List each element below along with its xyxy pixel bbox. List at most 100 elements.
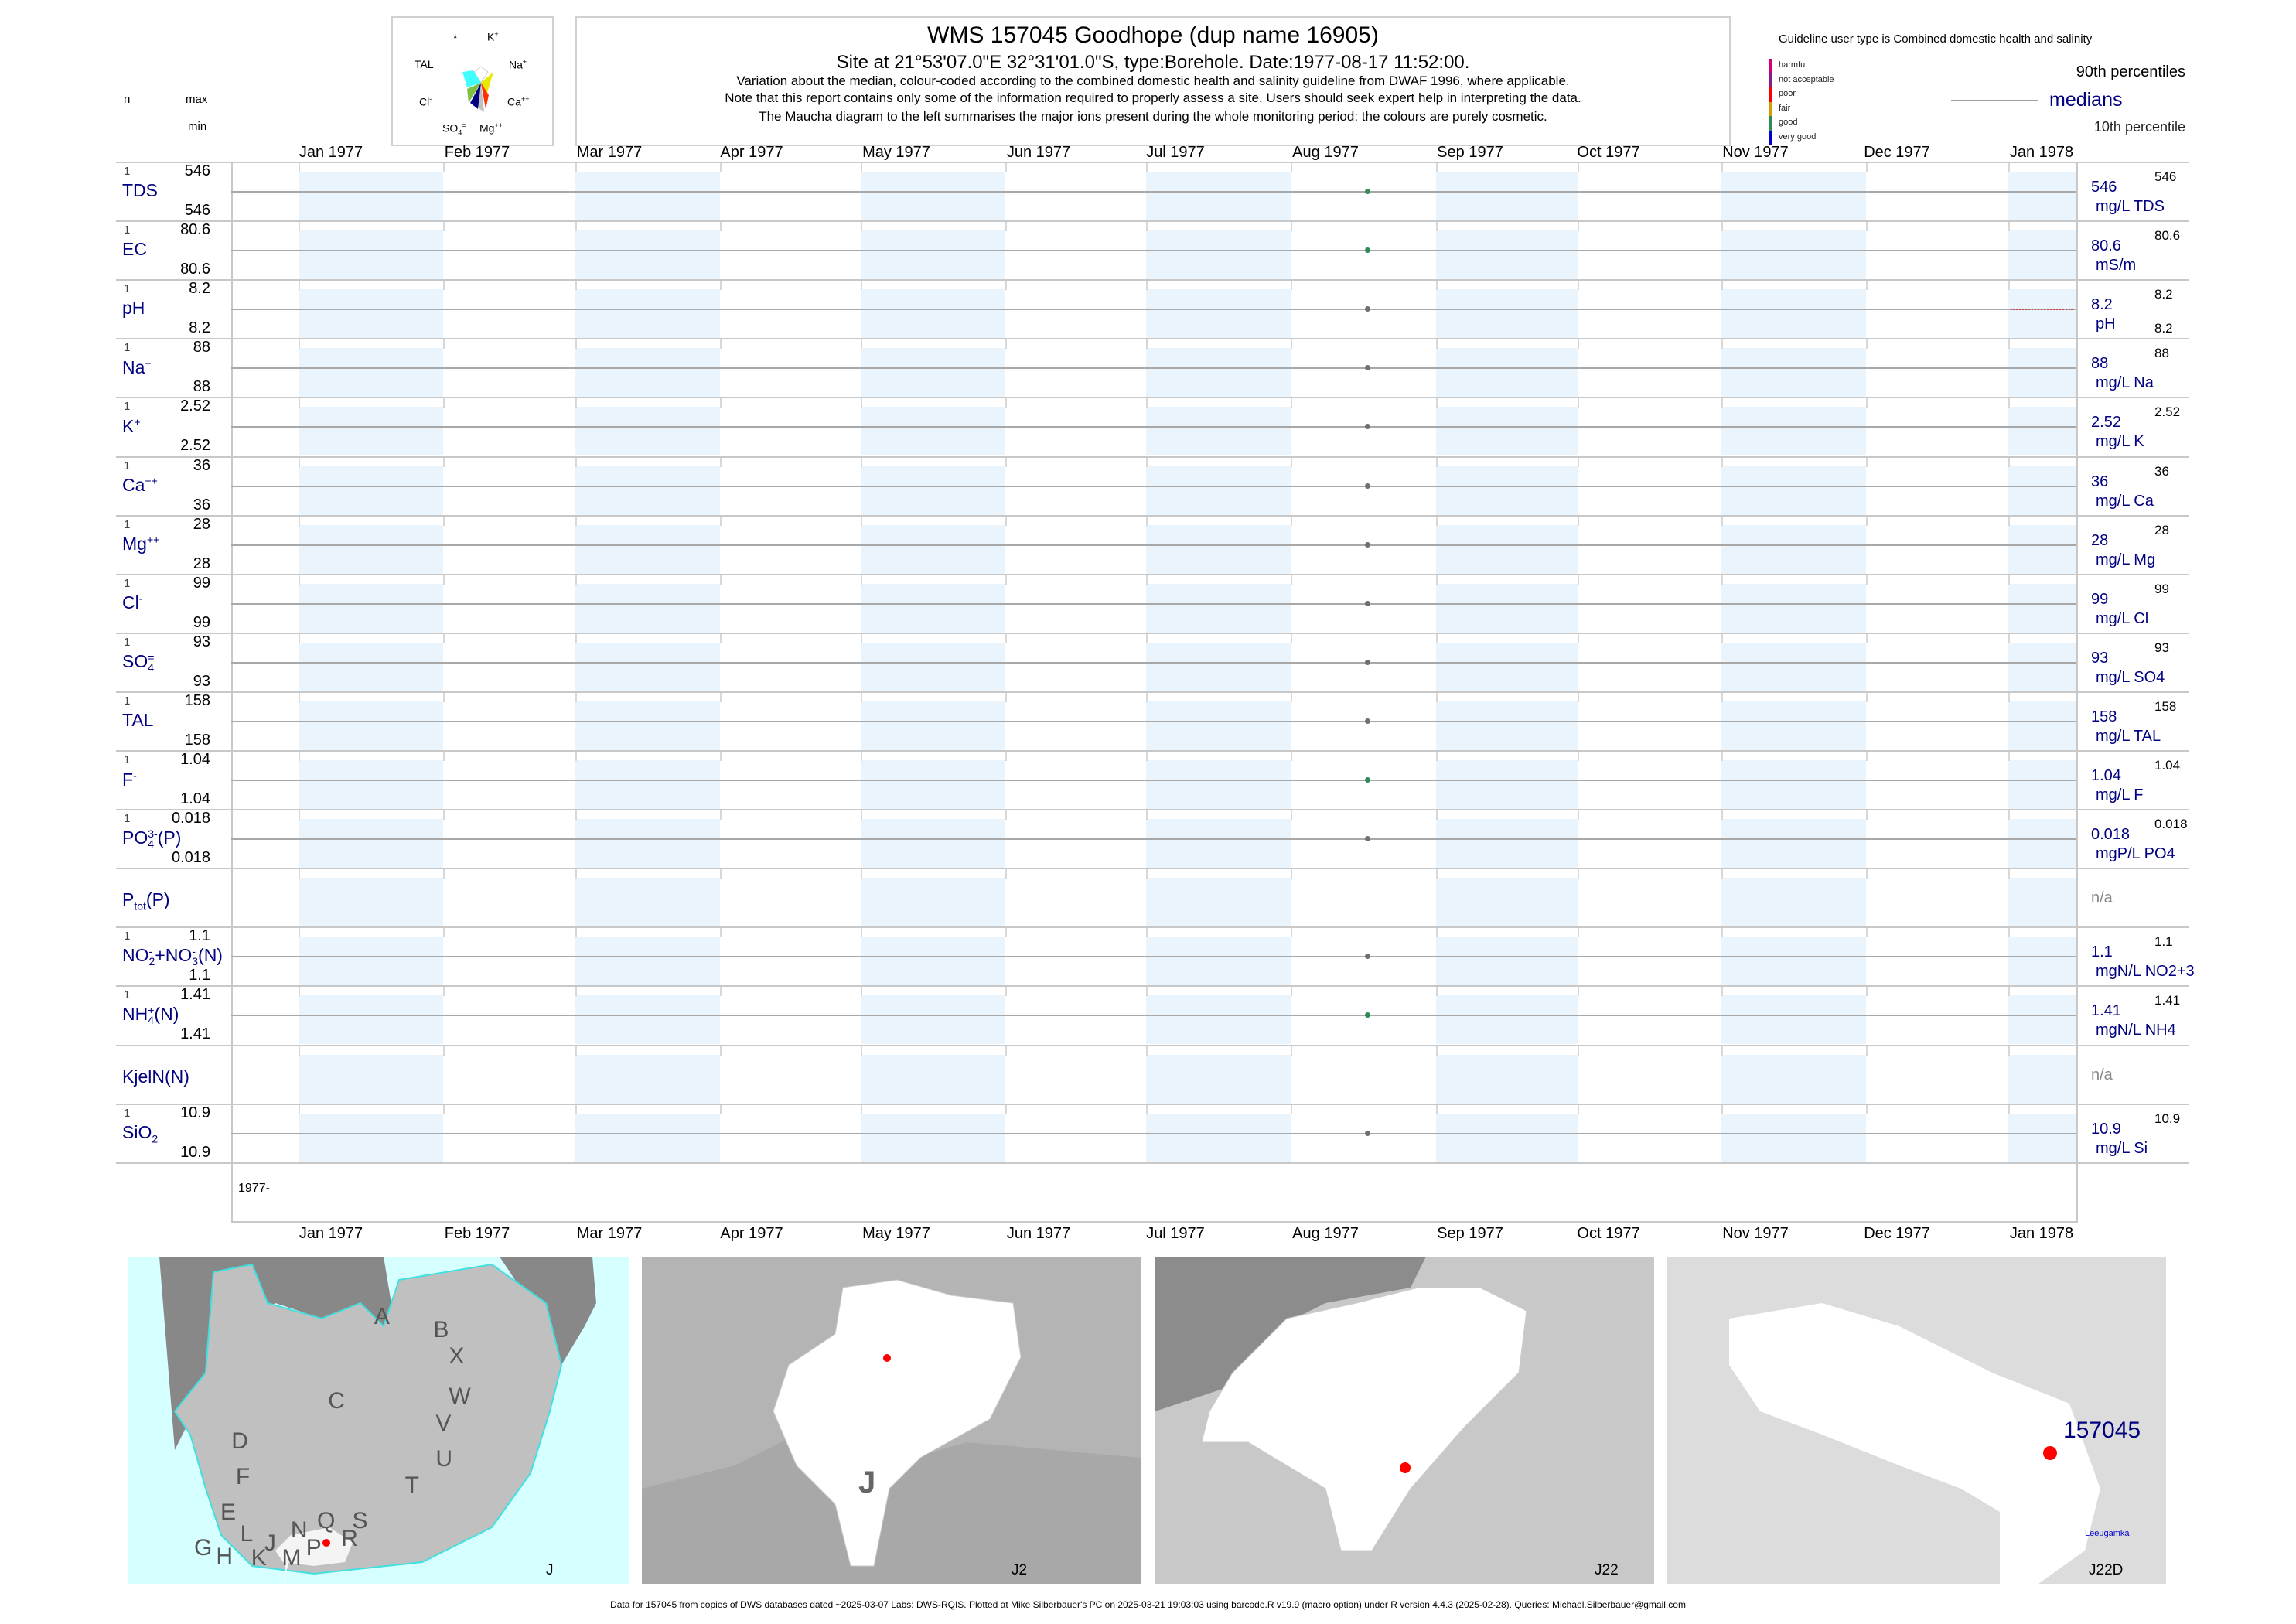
label-sub: 4 (148, 838, 155, 851)
month-tick (1436, 1046, 1438, 1056)
month-tick (1866, 752, 1868, 761)
month-tick (2008, 516, 2010, 526)
data-point[interactable] (1365, 1012, 1370, 1018)
data-point[interactable] (1365, 1130, 1370, 1136)
month-tick (443, 1046, 445, 1056)
month-tick (1291, 987, 1292, 997)
month-tick (575, 281, 577, 291)
month-tick (299, 398, 300, 408)
data-point[interactable] (1365, 189, 1370, 194)
label-subsup: -2 (149, 946, 155, 967)
note-expert: Note that this report contains only some… (725, 90, 1581, 105)
p90-value: 10.9 (2154, 1111, 2181, 1126)
parameter-row (116, 279, 2189, 339)
month-band (1436, 524, 1578, 574)
month-tick (1866, 810, 1868, 821)
data-point[interactable] (1365, 247, 1370, 254)
parameter-label: SiO2 (122, 1122, 158, 1145)
month-tick (1005, 633, 1007, 643)
axis-year-label: 1977- (238, 1182, 270, 1195)
month-tick (2008, 692, 2010, 702)
month-band (2008, 642, 2076, 691)
data-point[interactable] (1365, 541, 1370, 548)
month-band (299, 466, 443, 515)
data-point[interactable] (1365, 954, 1370, 960)
month-tick (1146, 1104, 1148, 1114)
month-band (1436, 760, 1578, 810)
median-line (231, 250, 2076, 252)
data-point[interactable] (1365, 483, 1370, 489)
month-tick (1721, 869, 1723, 879)
month-band (299, 1054, 443, 1104)
month-band (1436, 642, 1578, 691)
month-band (2008, 1054, 2076, 1104)
site-marker (1400, 1462, 1411, 1473)
month-tick (443, 869, 445, 879)
data-point[interactable] (1365, 659, 1370, 665)
month-band (575, 642, 720, 691)
month-band (1146, 172, 1291, 221)
data-point[interactable] (1365, 600, 1370, 606)
month-tick (1721, 692, 1723, 702)
month-tick (1005, 987, 1007, 997)
data-point[interactable] (1365, 777, 1370, 783)
month-band (1146, 701, 1291, 750)
month-tick (1721, 810, 1723, 821)
month-tick (1291, 633, 1292, 643)
axis-month-top: Sep 1977 (1437, 144, 1503, 161)
parameter-label: TDS (122, 180, 158, 201)
month-band (299, 760, 443, 810)
maucha-label-mg: Mg++ (479, 121, 503, 135)
region-label: T (404, 1472, 419, 1498)
month-tick (720, 1104, 722, 1114)
median-line (231, 661, 2076, 664)
maucha-segment (462, 70, 481, 87)
month-tick (1436, 457, 1438, 467)
month-band (861, 348, 1005, 397)
month-tick (1866, 163, 1868, 172)
label-part: TDS (122, 180, 158, 200)
label-part: SO = 4 (122, 650, 155, 674)
data-point[interactable] (1365, 306, 1370, 312)
month-tick (2008, 398, 2010, 408)
data-point[interactable] (1365, 424, 1370, 430)
month-band (575, 524, 720, 574)
label-part: NO -2 (122, 945, 155, 968)
month-tick (1436, 810, 1438, 821)
month-tick (2008, 987, 2010, 997)
data-point[interactable] (1365, 836, 1370, 842)
p90-value: 99 (2154, 581, 2169, 596)
min-value: 1.41 (180, 1025, 210, 1043)
month-band (1146, 583, 1291, 633)
min-value: 2.52 (180, 437, 210, 455)
not-available: n/a (2091, 1066, 2113, 1083)
month-tick (575, 1104, 577, 1114)
month-band (575, 995, 720, 1045)
month-band (2008, 760, 2076, 810)
sample-count: 1 (124, 694, 131, 708)
month-band (1721, 172, 1866, 221)
sample-count: 1 (124, 753, 131, 766)
p10-value: 8.2 (2154, 321, 2173, 336)
median-value: 99 (2091, 590, 2109, 608)
month-band (861, 995, 1005, 1045)
month-band (299, 995, 443, 1045)
median-line (231, 426, 2076, 428)
month-band (2008, 937, 2076, 986)
month-band (1146, 524, 1291, 574)
label-part: KjelN(N) (122, 1066, 189, 1087)
month-tick (443, 516, 445, 526)
month-tick (1578, 222, 1579, 232)
data-point[interactable] (1365, 365, 1370, 371)
median-line (231, 544, 2076, 546)
month-tick (720, 339, 722, 350)
data-point[interactable] (1365, 718, 1370, 724)
month-tick (575, 575, 577, 585)
maucha-label-tal: TAL (415, 58, 434, 70)
month-band (861, 937, 1005, 986)
month-band (1436, 289, 1578, 339)
month-tick (1721, 457, 1723, 467)
month-band (575, 701, 720, 750)
max-value: 88 (193, 339, 210, 357)
month-band (861, 583, 1005, 633)
